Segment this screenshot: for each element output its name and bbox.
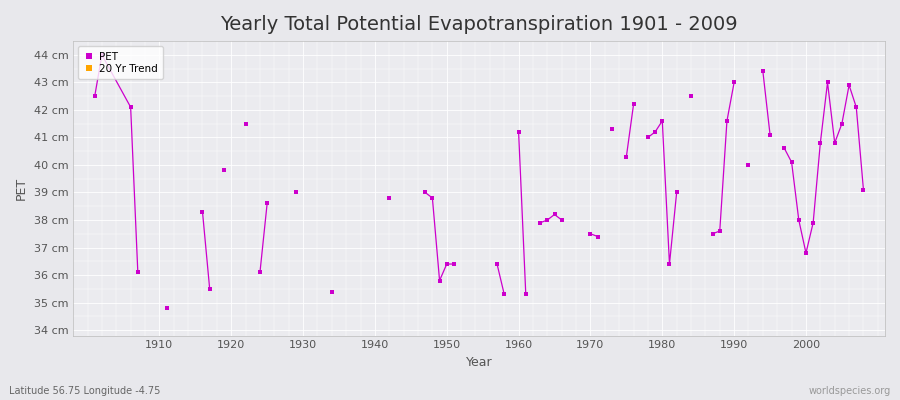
X-axis label: Year: Year [466, 356, 492, 369]
Legend: PET, 20 Yr Trend: PET, 20 Yr Trend [78, 46, 163, 79]
Text: worldspecies.org: worldspecies.org [809, 386, 891, 396]
Text: Latitude 56.75 Longitude -4.75: Latitude 56.75 Longitude -4.75 [9, 386, 160, 396]
Title: Yearly Total Potential Evapotranspiration 1901 - 2009: Yearly Total Potential Evapotranspiratio… [220, 15, 738, 34]
Y-axis label: PET: PET [15, 177, 28, 200]
